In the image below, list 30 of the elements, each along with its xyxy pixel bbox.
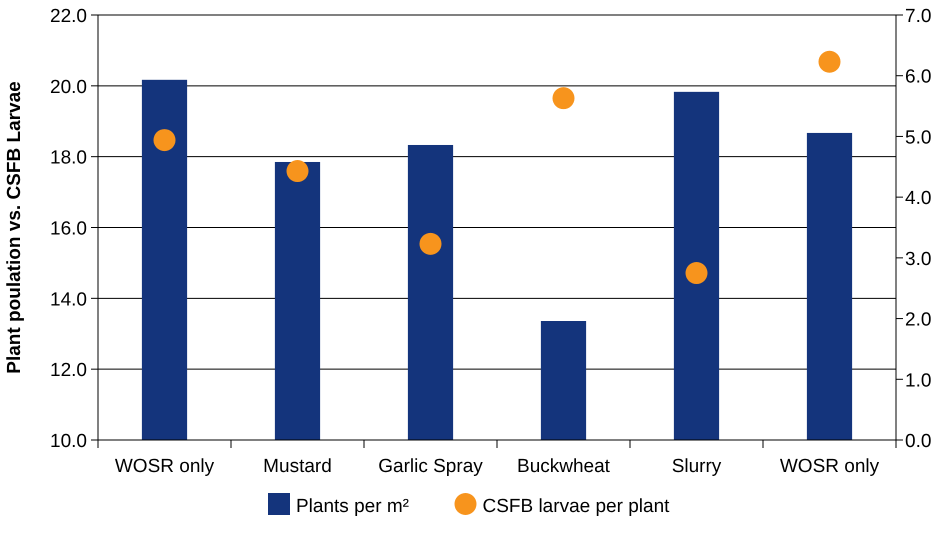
y2-tick-label: 0.0 (905, 431, 932, 452)
point (818, 50, 840, 73)
legend-label: Plants per m² (296, 496, 409, 517)
x-tick-label: Garlic Spray (378, 456, 484, 477)
x-tick-label: Slurry (672, 456, 722, 477)
y-tick-label: 18.0 (50, 148, 87, 169)
x-tick-label: Mustard (263, 456, 332, 477)
y2-tick-label: 7.0 (905, 6, 932, 27)
x-tick-label: WOSR only (780, 456, 880, 477)
y2-tick-label: 2.0 (905, 310, 932, 331)
y-tick-label: 10.0 (50, 431, 87, 452)
y-axis-title: Plant poulation vs. CSFB Larvae (4, 81, 25, 374)
point (552, 87, 574, 110)
y-tick-label: 20.0 (50, 76, 87, 98)
y-tick-label: 12.0 (50, 360, 87, 382)
legend-label: CSFB larvae per plant (482, 496, 670, 517)
point (686, 262, 708, 284)
y2-tick-label: 4.0 (905, 188, 932, 210)
x-tick-label: Buckwheat (517, 456, 611, 477)
y-tick-label: 22.0 (50, 6, 87, 27)
point (286, 160, 308, 182)
point (420, 232, 442, 255)
y-tick-label: 14.0 (50, 289, 87, 310)
point (154, 129, 176, 152)
y-tick-label: 16.0 (50, 218, 87, 240)
y2-tick-label: 5.0 (905, 127, 932, 148)
y2-tick-label: 3.0 (905, 248, 932, 270)
y2-tick-label: 6.0 (905, 66, 932, 88)
y2-tick-label: 1.0 (905, 370, 932, 392)
x-tick-label: WOSR only (114, 456, 215, 477)
